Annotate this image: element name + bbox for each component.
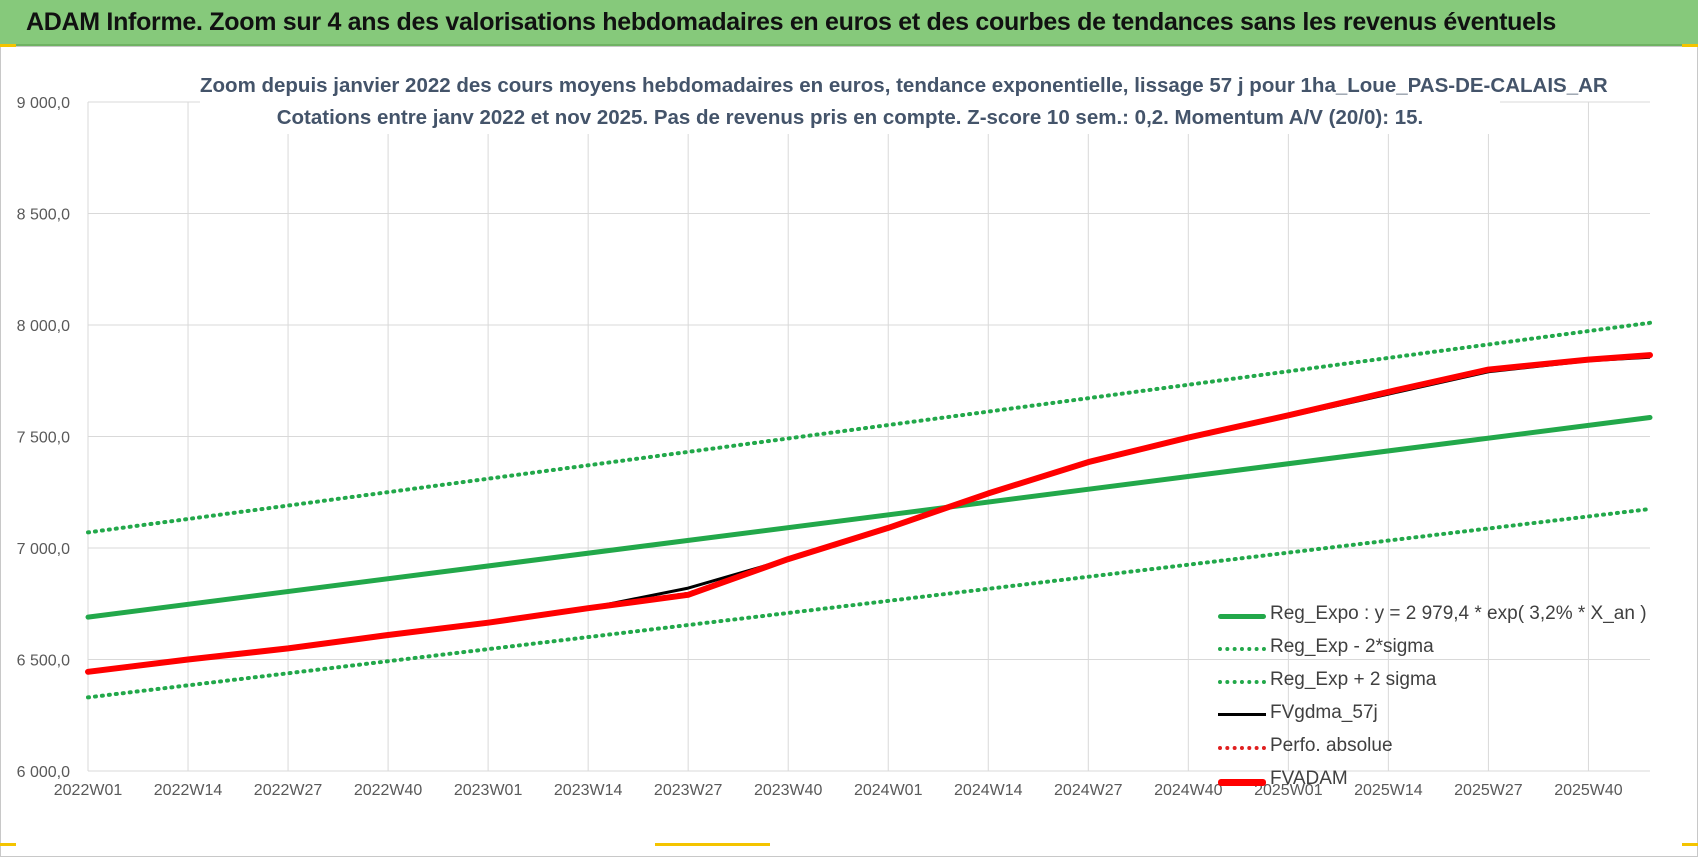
- chart-title-line-2: Cotations entre janv 2022 et nov 2025. P…: [276, 106, 1424, 129]
- legend-label: Reg_Exp + 2 sigma: [1270, 669, 1437, 690]
- x-tick-label: 2023W01: [454, 782, 523, 799]
- report-header: ADAM Informe. Zoom sur 4 ans des valoris…: [0, 0, 1698, 46]
- x-tick-label: 2022W14: [154, 782, 223, 799]
- series-line-1: [86, 507, 1652, 700]
- legend-item: FVADAM: [1218, 765, 1638, 798]
- legend-label: Perfo. absolue: [1270, 735, 1393, 756]
- legend-item: Reg_Exp - 2*sigma: [1218, 633, 1638, 666]
- x-tick-label: 2023W40: [754, 782, 823, 799]
- x-tick-label: 2022W27: [254, 782, 323, 799]
- x-tick-label: 2023W14: [554, 782, 623, 799]
- chart-area: 6 000,0 6 500,0 7 000,0 7 500,0 8 000,0 8 500…: [0, 46, 1698, 857]
- legend-label: Reg_Expo : y = 2 979,4 * exp( 3,2% * X_a…: [1270, 603, 1647, 624]
- y-tick-label: 8 000,0: [17, 318, 70, 335]
- y-tick-label: 8 500,0: [17, 207, 70, 224]
- x-tick-label: 2025W01: [1254, 782, 1323, 799]
- y-tick-label: 6 000,0: [17, 764, 70, 781]
- x-tick-label: 2022W40: [354, 782, 423, 799]
- frame-corner-bottom-right: [1682, 843, 1698, 846]
- series-line-5: [85, 352, 1653, 675]
- legend-label: Reg_Exp - 2*sigma: [1270, 636, 1434, 657]
- legend-item: Perfo. absolue: [1218, 732, 1638, 765]
- frame-corner-top-left: [0, 44, 16, 47]
- legend-swatch: [1218, 713, 1266, 716]
- frame-corner-bottom-left: [0, 843, 16, 846]
- report-title: ADAM Informe. Zoom sur 4 ans des valoris…: [26, 8, 1556, 36]
- legend-label: FVADAM: [1270, 768, 1348, 789]
- y-tick-label: 9 000,0: [17, 95, 70, 112]
- legend-item: Reg_Exp + 2 sigma: [1218, 666, 1638, 699]
- x-tick-label: 2025W14: [1354, 782, 1423, 799]
- legend-swatch: [1218, 647, 1266, 651]
- x-tick-label: 2022W01: [54, 782, 123, 799]
- legend-item: Reg_Expo : y = 2 979,4 * exp( 3,2% * X_a…: [1218, 600, 1647, 633]
- chart-title: Zoom depuis janvier 2022 des cours moyen…: [200, 70, 1608, 134]
- x-tick-label: 2024W27: [1054, 782, 1123, 799]
- x-tick-label: 2024W40: [1154, 782, 1223, 799]
- legend-swatch: [1218, 746, 1266, 750]
- x-tick-label: 2024W14: [954, 782, 1023, 799]
- legend-swatch: [1218, 680, 1266, 684]
- x-tick-label: 2024W01: [854, 782, 923, 799]
- legend-label: FVgdma_57j: [1270, 702, 1378, 723]
- chart-title-line-1: Zoom depuis janvier 2022 des cours moyen…: [200, 74, 1608, 97]
- chart-legend: Reg_Expo : y = 2 979,4 * exp( 3,2% * X_a…: [1218, 600, 1647, 798]
- y-tick-label: 7 500,0: [17, 430, 70, 447]
- frame-corner-bottom-center: [655, 843, 770, 846]
- x-tick-label: 2023W27: [654, 782, 723, 799]
- chart-svg: 6 000,0 6 500,0 7 000,0 7 500,0 8 000,0 8 500…: [0, 46, 1698, 857]
- legend-item: FVgdma_57j: [1218, 699, 1638, 732]
- legend-swatch: [1218, 779, 1266, 786]
- legend-swatch: [1218, 614, 1266, 619]
- x-tick-label: 2025W27: [1454, 782, 1523, 799]
- frame-corner-top-right: [1682, 44, 1698, 47]
- x-tick-label: 2025W40: [1554, 782, 1623, 799]
- series-line-2: [86, 320, 1652, 535]
- y-tick-label: 6 500,0: [17, 653, 70, 670]
- y-tick-label: 7 000,0: [17, 541, 70, 558]
- series-line-0: [85, 415, 1653, 620]
